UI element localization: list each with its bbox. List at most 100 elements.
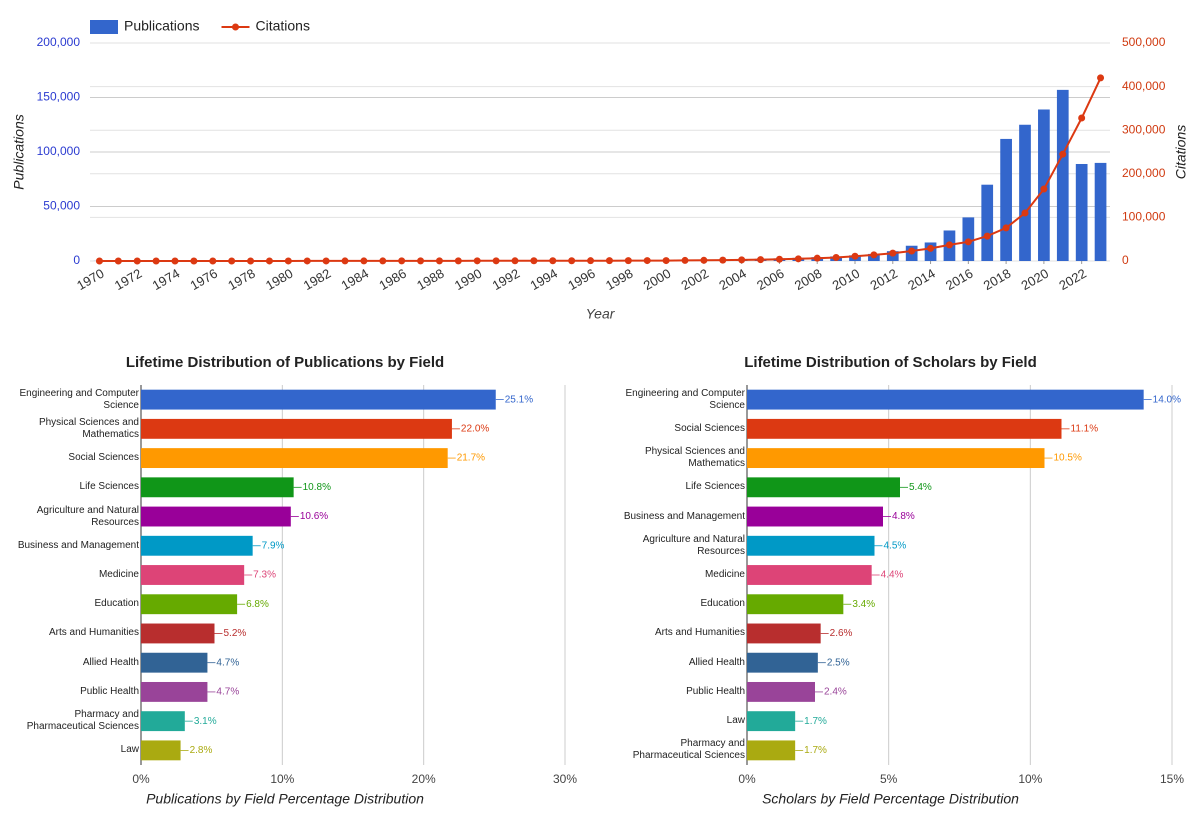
value-label: 25.1% — [505, 394, 533, 405]
bar — [1075, 163, 1088, 261]
x-tick-label: 1992 — [490, 266, 523, 293]
x-tick-label: 1990 — [452, 266, 485, 293]
category-label: Arts and Humanities — [48, 627, 139, 639]
category-label: Agriculture and Natural Resources — [642, 533, 745, 557]
value-label: 4.5% — [884, 540, 907, 551]
x-axis-title: Scholars by Field Percentage Distributio… — [762, 791, 1019, 807]
x-tick-label: 15% — [1160, 772, 1184, 786]
value-label: 10.5% — [1054, 453, 1082, 464]
category-label: Education — [94, 598, 139, 610]
point — [1097, 74, 1105, 82]
x-tick-label: 1986 — [376, 266, 409, 293]
bar — [141, 448, 448, 469]
x-tick-label: 1988 — [414, 266, 447, 293]
x-tick-label: 10% — [270, 772, 294, 786]
bar — [141, 565, 245, 585]
legend-swatch — [232, 23, 239, 31]
x-tick-label: 2000 — [641, 266, 674, 293]
category-label: Engineering and Computer Science — [625, 387, 745, 411]
category-label: Allied Health — [688, 656, 745, 668]
y-tick-label: 0 — [73, 253, 80, 267]
x-tick-label: 20% — [412, 772, 436, 786]
category-label: Agriculture and Natural Resources — [36, 504, 139, 528]
point — [228, 257, 236, 265]
bar — [747, 740, 796, 761]
bar — [747, 418, 1062, 439]
bar — [747, 535, 875, 556]
value-label: 5.2% — [223, 628, 246, 639]
point — [700, 256, 708, 264]
point — [605, 257, 613, 265]
point — [624, 257, 632, 265]
value-label: 2.5% — [827, 657, 850, 668]
value-label: 2.4% — [824, 687, 847, 698]
point — [870, 251, 878, 259]
category-label: Education — [700, 598, 745, 610]
bar — [747, 448, 1045, 469]
value-label: 6.8% — [246, 599, 269, 610]
value-label: 10.8% — [303, 482, 331, 493]
bar — [747, 681, 815, 702]
point — [927, 244, 935, 252]
bar — [1038, 109, 1050, 262]
bar — [141, 477, 294, 498]
bar — [747, 711, 796, 732]
bar — [747, 594, 844, 615]
y-tick-label: 100,000 — [37, 144, 81, 158]
x-tick-label: 1976 — [187, 266, 220, 293]
category-label: Business and Management — [623, 510, 745, 522]
x-tick-label: 2004 — [716, 266, 749, 293]
point — [398, 257, 406, 265]
bar — [747, 477, 900, 498]
value-label: 2.8% — [190, 745, 213, 756]
point — [775, 255, 783, 263]
point — [95, 257, 103, 265]
point — [889, 249, 897, 257]
category-label: Life Sciences — [685, 481, 745, 493]
bar — [141, 711, 185, 732]
point — [303, 257, 311, 265]
bar — [141, 623, 215, 644]
value-label: 5.4% — [909, 482, 932, 493]
legend-label: Citations — [256, 18, 310, 34]
x-tick-label: 1980 — [263, 266, 296, 293]
point — [1078, 114, 1086, 122]
bar — [141, 594, 238, 615]
point — [417, 257, 425, 265]
bar — [1019, 124, 1031, 261]
category-label: Arts and Humanities — [654, 627, 745, 639]
value-label: 4.7% — [216, 687, 239, 698]
bar — [1094, 162, 1107, 261]
value-label: 2.6% — [830, 628, 853, 639]
bar — [1056, 89, 1069, 262]
y2-axis-title: Citations — [1173, 125, 1189, 179]
category-label: Allied Health — [82, 656, 139, 668]
value-label: 7.9% — [262, 540, 285, 551]
x-tick-label: 1974 — [150, 266, 183, 293]
bar — [1000, 138, 1012, 261]
point — [473, 257, 481, 265]
x-tick-label: 1998 — [603, 266, 636, 293]
point — [511, 257, 519, 265]
x-axis-title: Publications by Field Percentage Distrib… — [146, 791, 424, 807]
point — [171, 257, 179, 265]
x-tick-label: 2012 — [867, 266, 900, 293]
bar — [141, 740, 181, 761]
point — [794, 255, 802, 263]
point — [757, 256, 765, 264]
value-label: 10.6% — [300, 511, 328, 522]
bar — [141, 418, 452, 439]
x-tick-label: 1972 — [112, 266, 145, 293]
point — [530, 257, 538, 265]
x-tick-label: 2002 — [679, 266, 712, 293]
category-label: Social Sciences — [68, 452, 139, 464]
x-tick-label: 2018 — [981, 266, 1014, 293]
value-label: 7.3% — [253, 570, 276, 581]
point — [908, 247, 916, 255]
category-label: Public Health — [686, 685, 745, 697]
x-tick-label: 2016 — [943, 266, 976, 293]
value-label: 1.7% — [804, 745, 827, 756]
bar — [141, 681, 208, 702]
value-label: 22.0% — [461, 423, 489, 434]
